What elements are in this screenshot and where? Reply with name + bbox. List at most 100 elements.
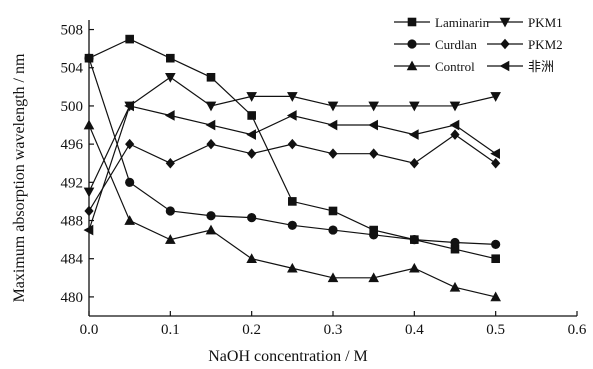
x-tick-label: 0.6	[568, 322, 587, 338]
data-point	[450, 237, 460, 248]
data-point	[328, 206, 338, 216]
data-point	[369, 148, 379, 159]
data-point	[165, 206, 175, 216]
data-point	[449, 119, 460, 131]
series-line	[88, 58, 496, 245]
legend-item: PKM1	[487, 15, 563, 30]
data-point	[368, 272, 379, 283]
data-point	[327, 119, 338, 131]
data-point	[125, 34, 134, 44]
data-point	[328, 225, 338, 235]
y-tick-label: 508	[61, 23, 84, 39]
data-point	[206, 72, 216, 82]
data-point	[450, 129, 460, 140]
series-2	[83, 119, 501, 302]
legend-item: PKM2	[487, 37, 563, 52]
data-point	[125, 138, 135, 150]
legend-marker	[407, 39, 417, 49]
data-point	[287, 262, 298, 273]
data-point	[491, 254, 500, 264]
legend-label: PKM1	[528, 15, 563, 30]
data-point	[166, 53, 175, 63]
y-tick-label: 480	[61, 290, 84, 306]
x-tick-label: 0.1	[161, 322, 180, 338]
data-point	[165, 234, 176, 244]
data-point	[205, 119, 216, 131]
y-tick-label: 504	[61, 61, 84, 77]
legend-marker	[499, 60, 510, 72]
data-point	[84, 53, 94, 63]
data-point	[246, 253, 257, 264]
legend-item: Control	[394, 59, 475, 74]
data-point	[83, 119, 95, 130]
data-point	[84, 205, 94, 217]
y-tick-label: 488	[61, 214, 84, 230]
data-point	[206, 211, 216, 221]
data-point	[165, 157, 175, 169]
legend-label: PKM2	[528, 37, 563, 52]
x-axis-title: NaOH concentration / M	[208, 348, 368, 365]
data-point	[369, 230, 379, 240]
data-point	[247, 213, 257, 223]
data-point	[409, 235, 419, 245]
legend-item: Laminarin	[394, 15, 490, 30]
data-point	[449, 101, 461, 112]
data-point	[490, 291, 501, 302]
data-point	[491, 239, 501, 249]
data-point	[205, 101, 217, 112]
y-tick-label: 484	[61, 252, 84, 268]
x-tick-label: 0.4	[405, 322, 424, 338]
legend-label: Curdlan	[435, 37, 477, 52]
legend-label: Laminarin	[435, 15, 490, 30]
legend-label: Control	[435, 59, 475, 74]
data-point	[124, 100, 134, 112]
series-layer	[83, 34, 501, 302]
data-point	[491, 157, 501, 169]
y-axis-ticks: 480 484 488 492 496 500 504 508	[61, 23, 94, 306]
data-point	[409, 101, 420, 112]
data-point	[206, 138, 216, 150]
data-point	[247, 111, 256, 120]
data-point	[408, 129, 419, 140]
data-point	[246, 92, 257, 102]
data-point	[368, 119, 378, 131]
data-point	[328, 148, 338, 159]
legend-marker	[407, 17, 417, 27]
data-point	[83, 224, 94, 236]
data-point	[287, 220, 297, 230]
data-point	[124, 215, 135, 225]
data-point	[83, 187, 95, 198]
data-point	[246, 129, 256, 140]
data-point	[125, 177, 135, 187]
data-point	[247, 148, 257, 159]
y-tick-label: 492	[61, 175, 84, 191]
x-axis-ticks: 0.0 0.1 0.2 0.3 0.4 0.5 0.6	[80, 311, 587, 338]
data-point	[409, 157, 419, 169]
series-line	[88, 105, 497, 231]
data-point	[449, 281, 461, 292]
x-tick-label: 0.3	[324, 322, 343, 338]
data-point	[164, 110, 175, 121]
x-tick-label: 0.0	[80, 322, 99, 338]
data-point	[327, 101, 339, 112]
y-axis-title: Maximum absorption wavelength / nm	[11, 53, 28, 302]
data-point	[327, 272, 339, 283]
data-point	[409, 262, 420, 273]
data-point	[287, 92, 298, 102]
legend-marker	[499, 17, 511, 28]
legend: Laminarin Curdlan Control PKM1 PKM2 非洲	[394, 15, 563, 74]
legend-marker	[500, 38, 510, 50]
data-point	[490, 148, 500, 159]
series-4	[84, 129, 501, 217]
series-3	[83, 72, 501, 198]
x-tick-label: 0.5	[486, 322, 505, 338]
data-point	[205, 224, 217, 235]
legend-item: Curdlan	[394, 37, 477, 52]
series-1	[84, 53, 501, 249]
series-5	[83, 100, 500, 236]
data-point	[286, 110, 297, 121]
x-tick-label: 0.2	[242, 322, 261, 338]
data-point	[490, 92, 501, 102]
legend-item: 非洲	[487, 59, 554, 74]
